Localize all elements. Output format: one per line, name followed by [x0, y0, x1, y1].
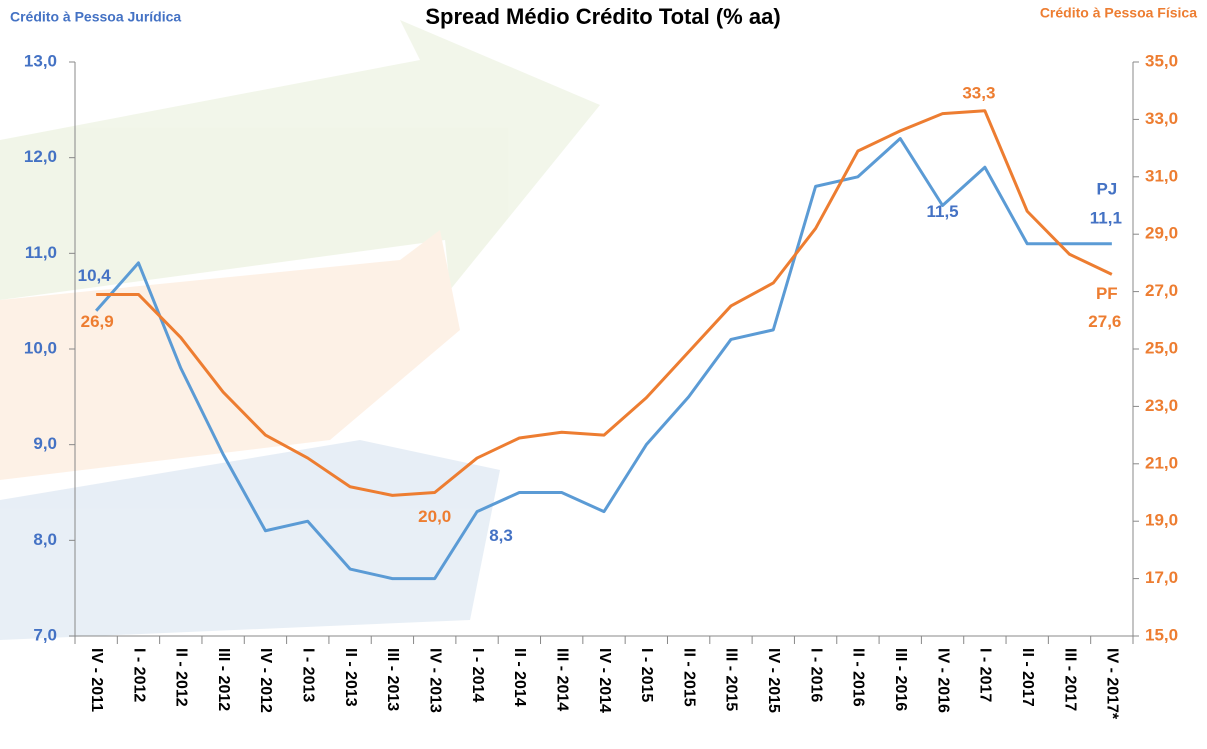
- x-tick-label: IV - 2014: [596, 648, 613, 713]
- x-tick-label: IV - 2012: [257, 648, 274, 713]
- y2-tick-label: 17,0: [1145, 568, 1178, 587]
- x-tick-label: II - 2017: [1019, 648, 1036, 707]
- y-tick-label: 7,0: [33, 625, 57, 644]
- data-label: 10,4: [78, 266, 112, 285]
- x-tick-label: IV - 2017*: [1104, 648, 1121, 720]
- x-tick-label: III - 2013: [384, 648, 401, 711]
- x-tick-label: I - 2013: [300, 648, 317, 702]
- y-tick-label: 10,0: [24, 338, 57, 357]
- data-label: 33,3: [962, 83, 995, 102]
- y2-axis-title: Crédito à Pessoa Física: [1040, 5, 1197, 21]
- y-tick-label: 12,0: [24, 147, 57, 166]
- data-label: 26,9: [81, 312, 114, 331]
- y-tick-label: 11,0: [25, 243, 57, 262]
- data-label: 11,1: [1090, 208, 1122, 227]
- y2-tick-label: 33,0: [1145, 109, 1178, 128]
- x-tick-label: III - 2015: [723, 648, 740, 711]
- x-tick-label: II - 2013: [342, 648, 359, 707]
- x-tick-label: IV - 2011: [88, 648, 105, 712]
- y-tick-label: 13,0: [24, 51, 57, 70]
- y2-tick-label: 31,0: [1145, 166, 1178, 185]
- x-tick-label: I - 2015: [638, 648, 655, 702]
- y2-tick-label: 27,0: [1145, 281, 1178, 300]
- x-tick-label: III - 2016: [892, 648, 909, 711]
- y2-tick-label: 21,0: [1145, 453, 1178, 472]
- background-decoration: [0, 20, 600, 640]
- series-line: [95, 137, 1112, 581]
- data-label: 27,6: [1088, 312, 1121, 331]
- x-tick-label: III - 2012: [215, 648, 232, 711]
- data-label: 20,0: [418, 507, 451, 526]
- y2-tick-label: 25,0: [1145, 338, 1178, 357]
- x-tick-label: IV - 2015: [765, 648, 782, 713]
- x-tick-label: III - 2017: [1061, 648, 1078, 711]
- chart-title: Spread Médio Crédito Total (% aa): [425, 4, 780, 29]
- x-tick-label: II - 2016: [850, 648, 867, 707]
- y-tick-label: 8,0: [33, 530, 57, 549]
- data-label: 11,5: [926, 202, 958, 221]
- y2-tick-label: 29,0: [1145, 224, 1178, 243]
- y2-tick-label: 23,0: [1145, 396, 1178, 415]
- series-label: PF: [1096, 284, 1118, 303]
- data-label: 8,3: [489, 526, 513, 545]
- x-tick-label: III - 2014: [553, 648, 570, 711]
- x-tick-label: II - 2015: [680, 648, 697, 707]
- x-tick-label: I - 2017: [977, 648, 994, 702]
- series-line: [96, 109, 1113, 497]
- x-tick-label: II - 2012: [173, 648, 190, 707]
- x-tick-label: I - 2016: [807, 648, 824, 702]
- y2-tick-label: 15,0: [1145, 625, 1178, 644]
- y2-tick-label: 35,0: [1145, 51, 1178, 70]
- x-tick-label: IV - 2013: [426, 648, 443, 713]
- y-axis-title: Crédito à Pessoa Jurídica: [10, 9, 181, 25]
- x-tick-label: IV - 2016: [934, 648, 951, 713]
- x-tick-label: I - 2012: [130, 648, 147, 702]
- y2-tick-label: 19,0: [1145, 511, 1178, 530]
- y-tick-label: 9,0: [33, 434, 57, 453]
- x-tick-label: II - 2014: [511, 648, 528, 707]
- series-label: PJ: [1096, 179, 1117, 198]
- x-tick-label: I - 2014: [469, 648, 486, 702]
